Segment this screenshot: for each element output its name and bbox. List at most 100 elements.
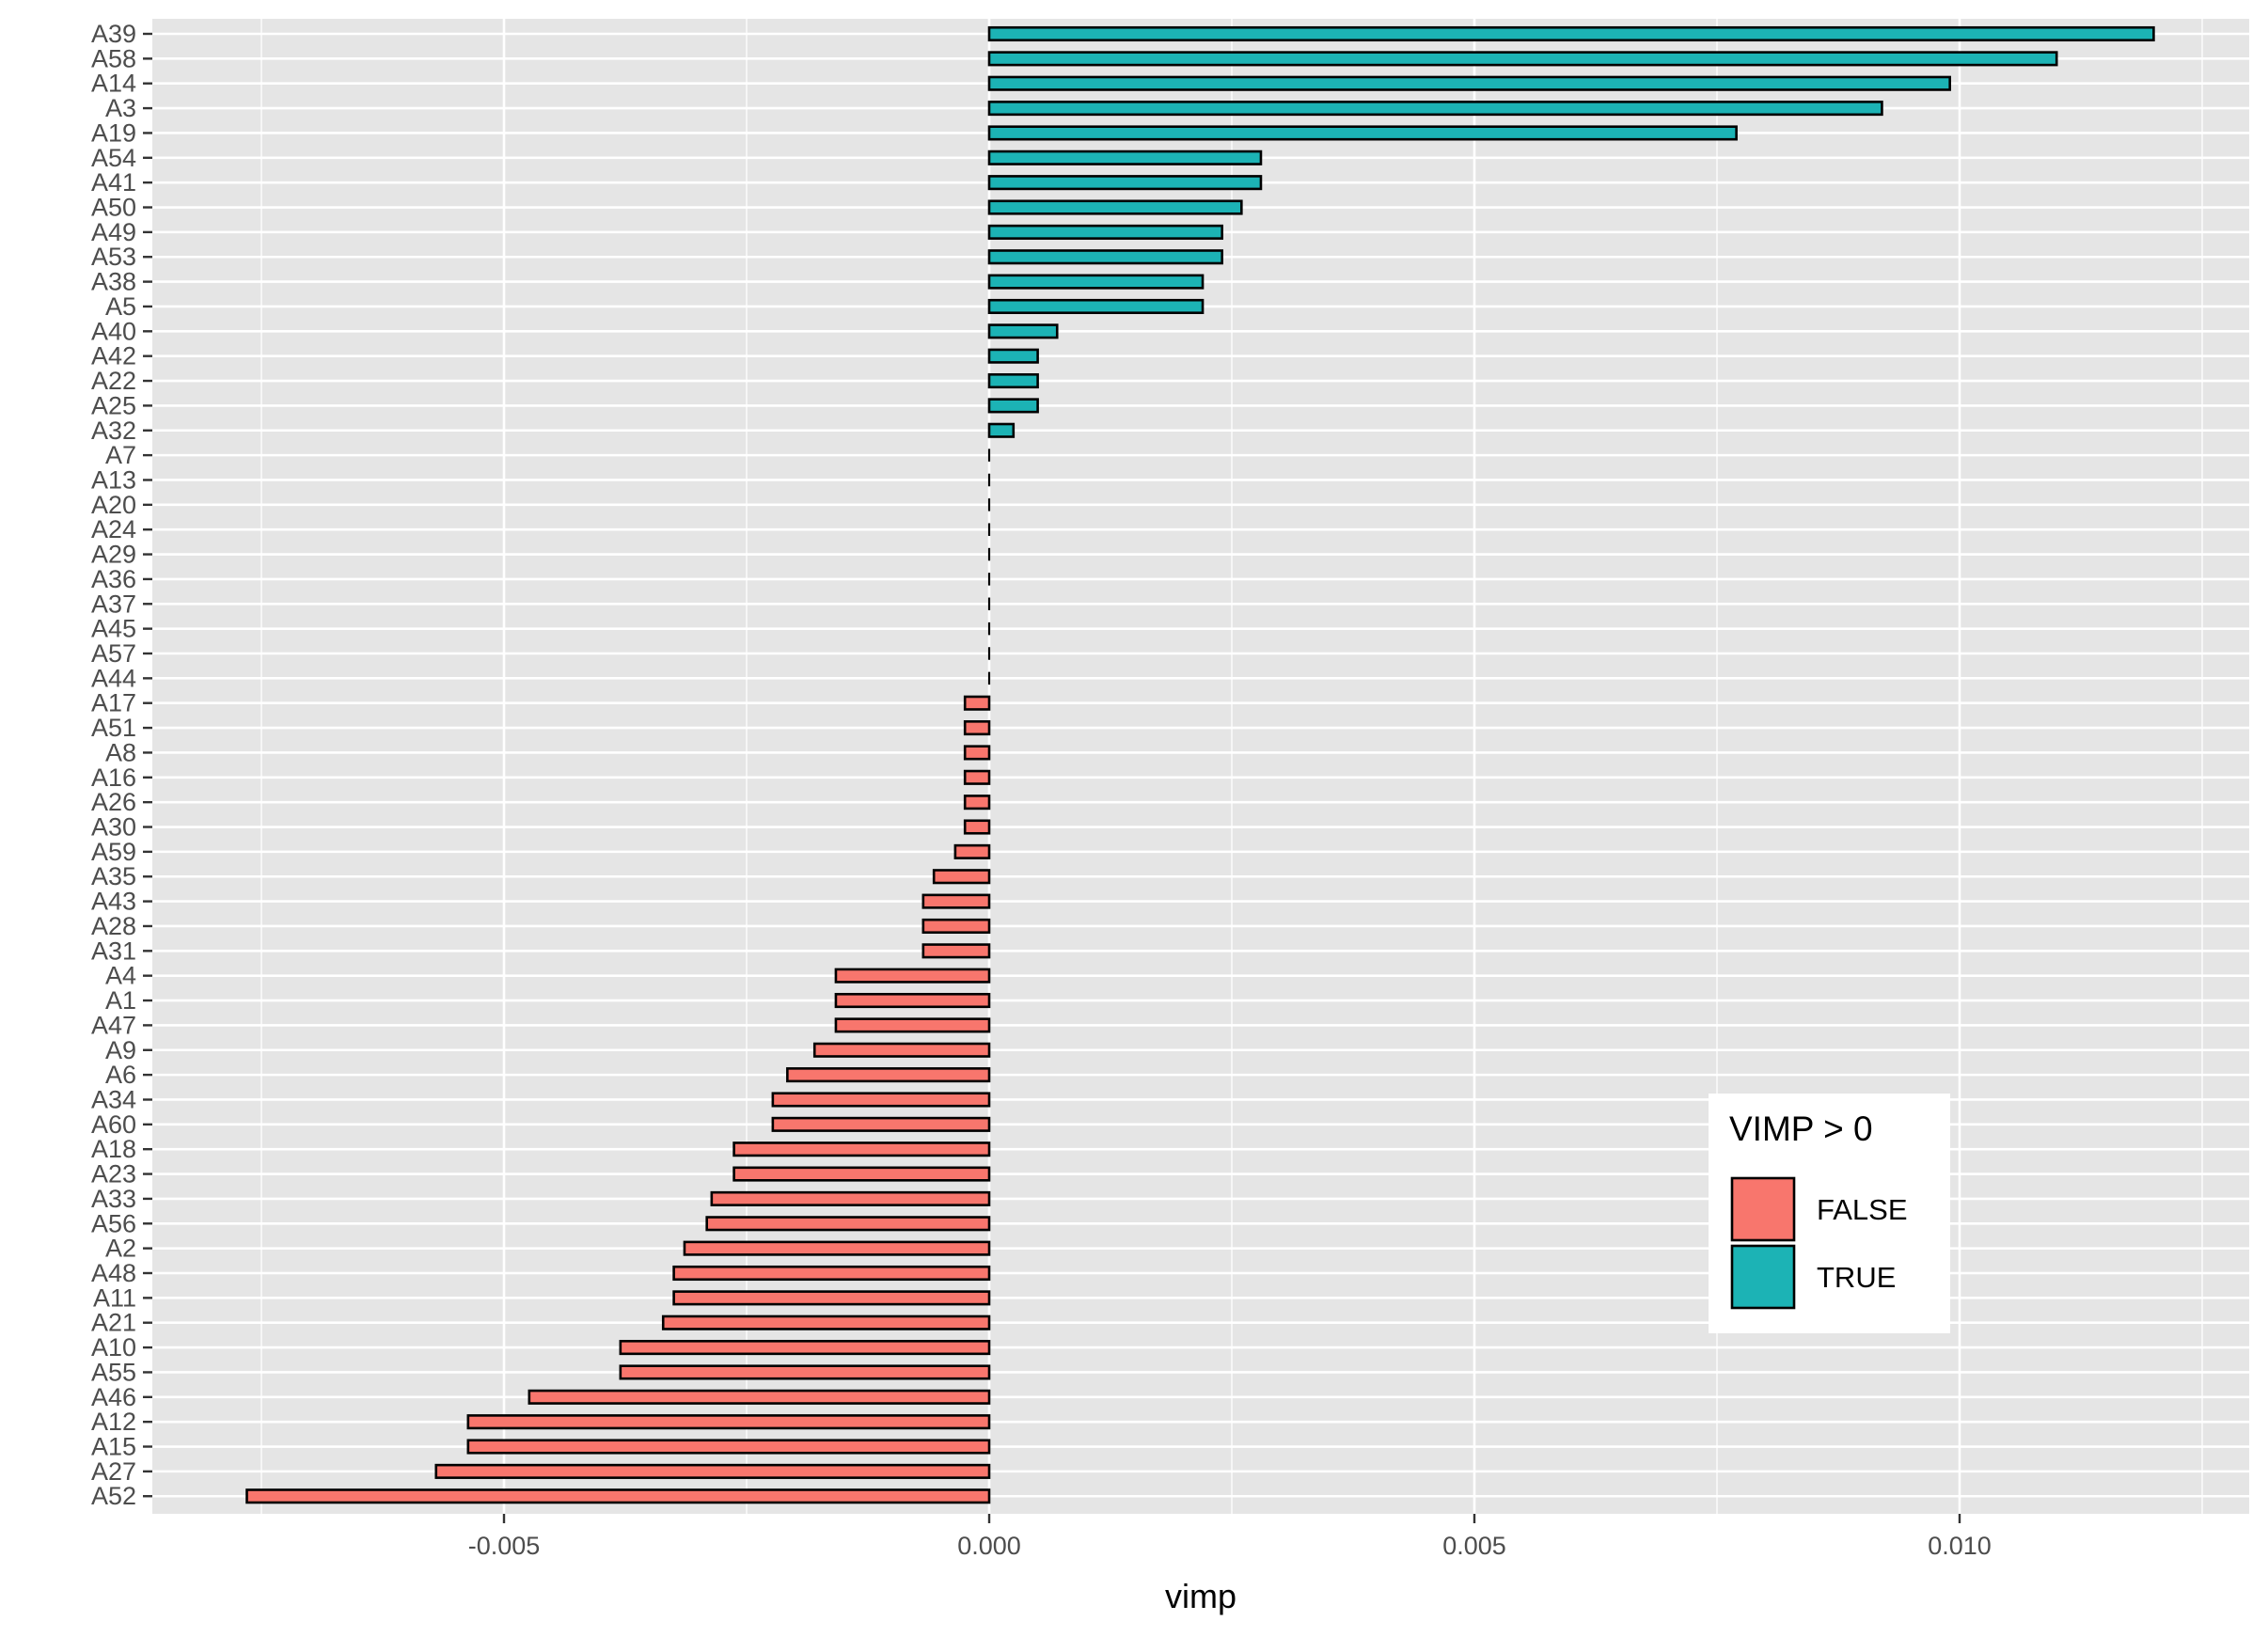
bar-A51: [963, 720, 991, 736]
legend-swatch-true: [1730, 1244, 1796, 1310]
y-tick-label: A31: [91, 937, 136, 965]
bar-A19: [987, 125, 1738, 141]
bar-A55: [619, 1364, 991, 1380]
bar-A33: [710, 1190, 991, 1206]
y-tick-label: A50: [91, 194, 136, 222]
y-tick-label: A25: [91, 391, 136, 419]
x-axis-title: vimp: [1165, 1577, 1236, 1615]
y-tick-label: A27: [91, 1457, 136, 1486]
y-tick-label: A15: [91, 1433, 136, 1461]
y-tick-label: A9: [105, 1036, 136, 1064]
y-tick-label: A19: [91, 118, 136, 147]
bar-A23: [732, 1166, 991, 1182]
y-tick-label: A37: [91, 590, 136, 618]
y-tick-label: A52: [91, 1482, 136, 1510]
bar-A50: [987, 199, 1243, 215]
y-tick-label: A5: [105, 292, 136, 321]
legend-entries: FALSE TRUE: [1730, 1176, 1908, 1310]
bar-A46: [528, 1389, 991, 1405]
y-tick-label: A21: [91, 1309, 136, 1337]
legend-label-true: TRUE: [1817, 1261, 1896, 1294]
bar-A32: [987, 422, 1016, 438]
y-tick-label: A28: [91, 912, 136, 940]
x-tick-label: 0.000: [957, 1532, 1021, 1560]
y-tick-label: A45: [91, 615, 136, 643]
bar-A42: [987, 348, 1039, 364]
y-tick-label: A30: [91, 813, 136, 842]
y-tick-label: A34: [91, 1085, 136, 1113]
legend-swatch-false: [1730, 1176, 1796, 1242]
bar-A6: [786, 1067, 991, 1083]
bar-A4: [834, 968, 991, 984]
bar-A15: [466, 1439, 991, 1455]
bar-A35: [932, 869, 991, 885]
y-tick-label: A56: [91, 1209, 136, 1237]
y-tick-label: A29: [91, 541, 136, 569]
y-tick-label: A11: [93, 1283, 136, 1312]
y-tick-label: A43: [91, 888, 136, 916]
y-tick-label: A40: [91, 317, 136, 345]
y-tick-label: A18: [91, 1135, 136, 1163]
x-axis: -0.005 0.000 0.005 0.010: [468, 1514, 1992, 1560]
x-tick-label: -0.005: [468, 1532, 541, 1560]
x-tick-label: 0.010: [1928, 1532, 1992, 1560]
bar-A31: [921, 943, 991, 959]
bar-A47: [834, 1017, 991, 1033]
y-tick-label: A60: [91, 1110, 136, 1139]
y-tick-label: A12: [91, 1408, 136, 1436]
y-tick-label: A36: [91, 565, 136, 593]
bar-A38: [987, 274, 1205, 290]
bar-A16: [963, 769, 991, 785]
y-tick-label: A57: [91, 639, 136, 668]
bar-A56: [705, 1216, 991, 1232]
minor-gridlines: [260, 19, 2203, 1514]
legend-label-false: FALSE: [1817, 1193, 1908, 1226]
y-tick-label: A55: [91, 1358, 136, 1386]
y-tick-label: A8: [105, 738, 136, 766]
bar-A18: [732, 1141, 991, 1157]
legend: VIMP > 0 FALSE TRUE: [1709, 1094, 1950, 1333]
y-tick-label: A14: [91, 70, 136, 98]
y-tick-label: A6: [105, 1061, 136, 1089]
bar-A34: [771, 1092, 991, 1108]
bar-A26: [963, 795, 991, 811]
bar-A49: [987, 224, 1223, 240]
y-tick-label: A22: [91, 367, 136, 395]
bar-A10: [619, 1340, 991, 1356]
y-tick-label: A2: [105, 1235, 136, 1263]
y-tick-label: A35: [91, 862, 136, 890]
y-tick-label: A3: [105, 94, 136, 122]
x-tick-label: 0.005: [1442, 1532, 1506, 1560]
y-tick-label: A1: [105, 986, 136, 1015]
y-tick-label: A59: [91, 838, 136, 866]
y-tick-label: A51: [91, 714, 136, 742]
y-tick-label: A38: [91, 268, 136, 296]
y-tick-label: A49: [91, 218, 136, 246]
bar-A25: [987, 398, 1039, 414]
bar-A12: [466, 1414, 991, 1430]
bar-A54: [987, 150, 1263, 165]
bar-A60: [771, 1116, 991, 1132]
bar-A59: [953, 843, 991, 859]
bar-A53: [987, 249, 1223, 265]
y-tick-label: A17: [91, 689, 136, 717]
bar-A41: [987, 175, 1263, 191]
bar-A8: [963, 745, 991, 761]
y-tick-label: A48: [91, 1259, 136, 1287]
bar-A22: [987, 372, 1039, 389]
bar-A28: [921, 918, 991, 935]
y-tick-label: A32: [91, 417, 136, 445]
y-tick-label: A4: [105, 962, 136, 990]
bar-A58: [987, 51, 2058, 67]
y-tick-label: A46: [91, 1383, 136, 1411]
bar-A3: [987, 101, 1883, 117]
bar-A43: [921, 893, 991, 909]
y-tick-label: A42: [91, 342, 136, 370]
bar-A2: [683, 1240, 991, 1256]
bar-A9: [812, 1042, 991, 1058]
y-axis: A39A58A14A3A19A54A41A50A49A53A38A5A40A42…: [91, 20, 152, 1510]
y-tick-label: A16: [91, 763, 136, 792]
bar-A52: [245, 1488, 991, 1504]
y-tick-label: A24: [91, 515, 136, 543]
